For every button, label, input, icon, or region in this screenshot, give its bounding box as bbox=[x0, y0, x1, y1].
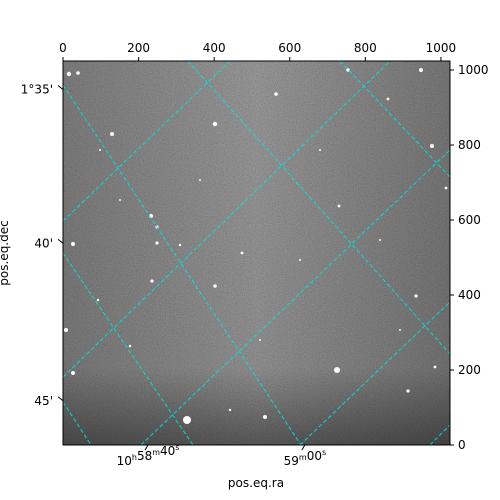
star bbox=[99, 149, 101, 151]
star bbox=[444, 186, 448, 190]
grid-line bbox=[63, 84, 302, 445]
star bbox=[155, 241, 159, 245]
star bbox=[240, 251, 244, 255]
sky-image bbox=[63, 61, 450, 445]
star bbox=[263, 415, 267, 419]
star bbox=[71, 242, 75, 246]
star bbox=[419, 68, 423, 72]
top-tick-label: 400 bbox=[203, 41, 226, 55]
star bbox=[71, 371, 75, 375]
ra-tick-mark bbox=[301, 444, 306, 451]
star bbox=[66, 71, 72, 77]
star bbox=[228, 408, 232, 412]
grid-line bbox=[429, 424, 450, 445]
grid-line bbox=[63, 61, 391, 378]
y-axis-label: pos.eq.dec bbox=[0, 220, 11, 285]
star-field bbox=[64, 68, 448, 424]
right-tick-label: 200 bbox=[458, 363, 481, 377]
right-tick-label: 400 bbox=[458, 288, 481, 302]
ra-tick-mark bbox=[144, 444, 149, 451]
star bbox=[150, 279, 154, 283]
star bbox=[213, 284, 217, 288]
dec-tick-label: 40' bbox=[34, 236, 53, 250]
star bbox=[414, 294, 418, 298]
right-tick-label: 1000 bbox=[458, 63, 489, 77]
star bbox=[379, 239, 381, 241]
grid-line bbox=[339, 61, 450, 178]
dec-tick-mark bbox=[57, 238, 64, 244]
right-tick-label: 0 bbox=[458, 438, 466, 452]
star bbox=[183, 416, 191, 424]
top-tick-label: 600 bbox=[278, 41, 301, 55]
star bbox=[430, 144, 434, 148]
dec-tick-label: 1°35' bbox=[21, 83, 53, 97]
star bbox=[334, 367, 340, 373]
grid-line bbox=[187, 61, 450, 355]
star bbox=[433, 365, 437, 369]
dec-tick-label: 45' bbox=[34, 394, 53, 408]
grid-line bbox=[63, 401, 92, 445]
star bbox=[64, 328, 68, 332]
right-tick-label: 800 bbox=[458, 138, 481, 152]
star bbox=[96, 298, 100, 302]
star bbox=[399, 329, 401, 331]
coordinate-grid bbox=[63, 61, 450, 445]
star bbox=[178, 243, 182, 247]
world-axis-ticks: 10h58m40s 59m00s 1°35' 40' 45' bbox=[21, 83, 326, 469]
top-tick-label: 800 bbox=[354, 41, 377, 55]
plot-frame bbox=[62, 60, 451, 446]
star bbox=[119, 199, 121, 201]
star bbox=[274, 92, 278, 96]
star bbox=[110, 132, 114, 136]
star bbox=[199, 179, 201, 181]
star bbox=[259, 339, 261, 341]
star bbox=[299, 259, 301, 261]
ra-tick-label: 10h58m40s bbox=[117, 443, 180, 468]
top-tick-label: 200 bbox=[127, 41, 150, 55]
star bbox=[337, 204, 341, 208]
pixel-axis-ticks: 0 200 400 600 800 1000 0 200 400 600 800 1000 bbox=[59, 41, 488, 452]
right-tick-label: 600 bbox=[458, 213, 481, 227]
dec-tick-mark bbox=[57, 396, 64, 402]
star bbox=[406, 389, 410, 393]
grid-line bbox=[299, 301, 450, 445]
top-tick-label: 1000 bbox=[426, 41, 457, 55]
x-axis-label: pos.eq.ra bbox=[228, 476, 284, 490]
dec-tick-mark bbox=[57, 85, 64, 90]
star bbox=[212, 121, 218, 127]
star bbox=[76, 71, 80, 75]
star bbox=[128, 344, 132, 348]
ra-tick-label: 59m00s bbox=[284, 448, 327, 468]
star bbox=[386, 97, 390, 101]
top-tick-label: 0 bbox=[59, 41, 67, 55]
star bbox=[319, 149, 321, 151]
